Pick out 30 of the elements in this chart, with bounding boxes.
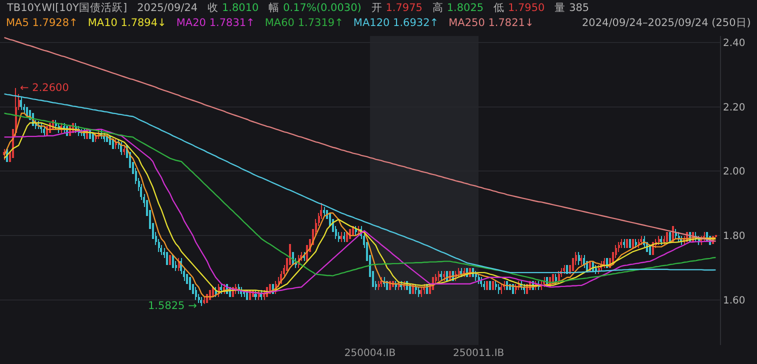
text: 1.7894↓: [120, 17, 166, 29]
text: 收 1.8010: [208, 2, 259, 14]
text: MA250: [448, 17, 485, 29]
x-tick-label: 250011.IB: [452, 348, 504, 359]
text: 2024/09/24–2025/09/24 (250日): [582, 17, 751, 29]
text: 开 1.7975: [371, 2, 422, 14]
y-tick-label: 1.80: [723, 231, 746, 242]
text: MA10: [88, 17, 118, 29]
text: 1.7928↑: [32, 17, 78, 29]
x-tick-label: 250004.IB: [344, 348, 396, 359]
text: MA120: [353, 17, 390, 29]
y-tick-label: 2.20: [723, 102, 746, 114]
text: 1.7319↑: [298, 17, 344, 29]
text: 量 385: [554, 2, 590, 14]
y-tick-label: 1.60: [723, 295, 746, 306]
text: MA20: [176, 17, 206, 29]
chart-title: TB10Y.WI[10Y国债活跃]: [6, 2, 128, 14]
text: 1.7831↑: [209, 17, 255, 29]
text: 幅 0.17%(0.0030): [268, 2, 362, 14]
text: 1.6932↑: [393, 17, 439, 29]
y-tick-label: 2.00: [723, 166, 746, 178]
y-tick-label: 2.40: [723, 38, 746, 49]
text: MA60: [264, 17, 294, 29]
annotation: 1.5825 →: [148, 300, 198, 312]
chart-subtitle: 2025/09/24: [137, 2, 198, 14]
text: 高 1.8025: [432, 1, 484, 14]
text: MA5: [6, 17, 29, 29]
text: 低 1.7950: [494, 2, 545, 14]
annotation: ← 2.2600: [20, 82, 69, 94]
text: 1.7821↓: [488, 17, 534, 29]
